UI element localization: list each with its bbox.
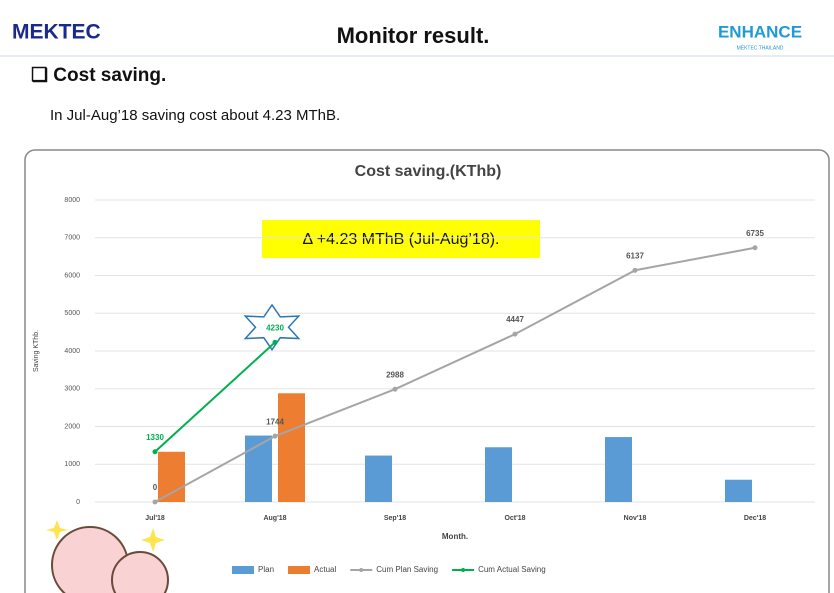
line-marker: [273, 434, 278, 439]
legend-label: Cum Actual Saving: [478, 565, 546, 574]
chart-title: Cost saving.(KThb): [355, 163, 502, 180]
logo-right-sub: MEKTEC THAILAND: [737, 45, 784, 51]
bar: [725, 480, 752, 502]
y-tick-label: 0: [76, 499, 80, 506]
legend-label: Actual: [314, 565, 336, 574]
bar: [365, 456, 392, 502]
y-tick-label: 2000: [64, 423, 80, 430]
legend-label: Cum Plan Saving: [376, 565, 438, 574]
bar: [485, 447, 512, 502]
y-tick-label: 4000: [64, 348, 80, 355]
line-marker: [153, 500, 158, 505]
y-tick-label: 5000: [64, 310, 80, 317]
data-label: 2988: [386, 370, 404, 379]
y-tick-label: 1000: [64, 461, 80, 468]
legend-swatch: [461, 568, 465, 572]
x-tick-label: Nov'18: [624, 515, 647, 522]
data-label: 0: [153, 483, 158, 492]
line-marker: [393, 387, 398, 392]
legend-swatch: [288, 566, 310, 574]
y-axis-label: Saving KThb.: [33, 330, 40, 372]
line-marker: [273, 340, 278, 345]
data-label: 4447: [506, 315, 524, 324]
x-tick-label: Sep'18: [384, 515, 406, 522]
data-label: 6735: [746, 229, 764, 238]
line-marker: [513, 332, 518, 337]
line-marker: [153, 449, 158, 454]
data-label: 1330: [146, 433, 164, 442]
line-marker: [633, 268, 638, 273]
legend-swatch: [359, 568, 363, 572]
annotation: Δ +4.23 MThB (Jul-Aug’18).: [303, 231, 500, 248]
x-axis-label: Month.: [442, 532, 468, 541]
logo-left: MEKTEC: [12, 21, 101, 44]
data-label: 4230: [266, 323, 284, 332]
section-text: In Jul-Aug’18 saving cost about 4.23 MTh…: [50, 107, 340, 124]
chart-frame: [25, 150, 829, 593]
x-tick-label: Dec'18: [744, 515, 766, 522]
y-tick-label: 8000: [64, 197, 80, 204]
slide: MEKTEC Monitor result. ENHANCE MEKTEC TH…: [0, 0, 834, 593]
legend-swatch: [232, 566, 254, 574]
x-tick-label: Aug'18: [263, 515, 286, 522]
section-heading: ❑ Cost saving.: [31, 65, 166, 86]
y-tick-label: 3000: [64, 386, 80, 393]
y-tick-label: 6000: [64, 272, 80, 279]
data-label: 6137: [626, 251, 644, 260]
line-marker: [753, 245, 758, 250]
x-tick-label: Oct'18: [504, 515, 525, 522]
logo-right: ENHANCE: [718, 22, 802, 41]
x-tick-label: Jul'18: [145, 515, 165, 522]
slide-canvas: MEKTEC Monitor result. ENHANCE MEKTEC TH…: [0, 0, 834, 593]
bar: [158, 452, 185, 502]
bar: [278, 393, 305, 502]
y-tick-label: 7000: [64, 235, 80, 242]
bar: [605, 437, 632, 502]
legend-label: Plan: [258, 565, 274, 574]
slide-title: Monitor result.: [337, 23, 490, 48]
data-label: 1744: [266, 417, 284, 426]
